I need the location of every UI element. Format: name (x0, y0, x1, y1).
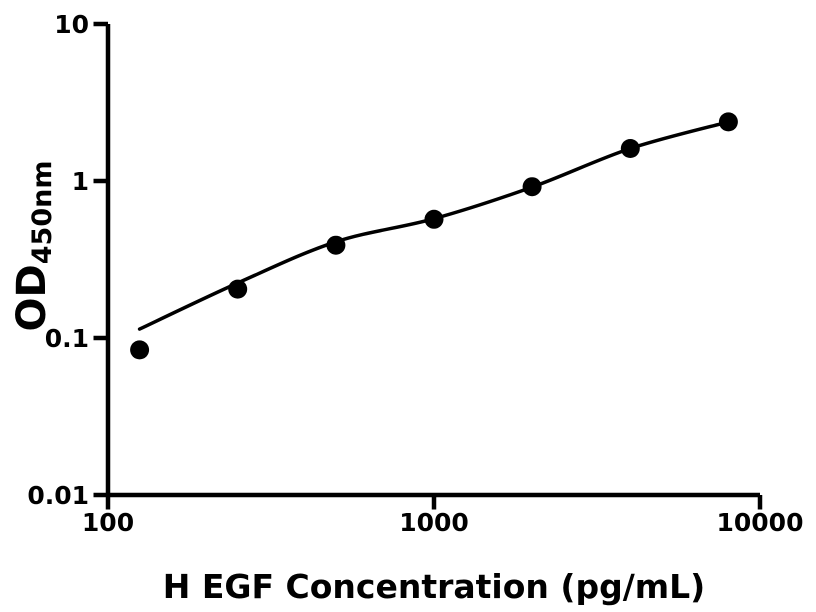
x-tick-label: 10000 (717, 508, 804, 537)
data-point (228, 279, 248, 299)
data-point (326, 235, 346, 255)
x-tick-label: 1000 (399, 508, 469, 537)
data-point (620, 139, 640, 158)
axis-tick-labels: 0.01 0.1 1 10 100 1000 10000 (27, 10, 803, 537)
y-axis-title-sub: 450nm (27, 161, 58, 265)
axis-ticks (93, 21, 763, 510)
x-tick-label: 100 (82, 508, 134, 537)
data-point (130, 340, 150, 360)
data-point (718, 112, 738, 132)
data-point (522, 177, 542, 197)
y-tick-label: 0.01 (27, 481, 89, 510)
y-axis-title: OD450nm (9, 161, 58, 332)
y-tick-label: 10 (54, 10, 89, 39)
axes (105, 24, 760, 498)
y-tick-label: 1 (72, 167, 89, 196)
y-tick-label: 0.1 (45, 324, 89, 353)
y-axis-title-main: OD (9, 264, 55, 331)
x-axis-title: H EGF Concentration (pg/mL) (163, 567, 706, 606)
data-point (424, 209, 444, 229)
data-points (130, 112, 738, 360)
